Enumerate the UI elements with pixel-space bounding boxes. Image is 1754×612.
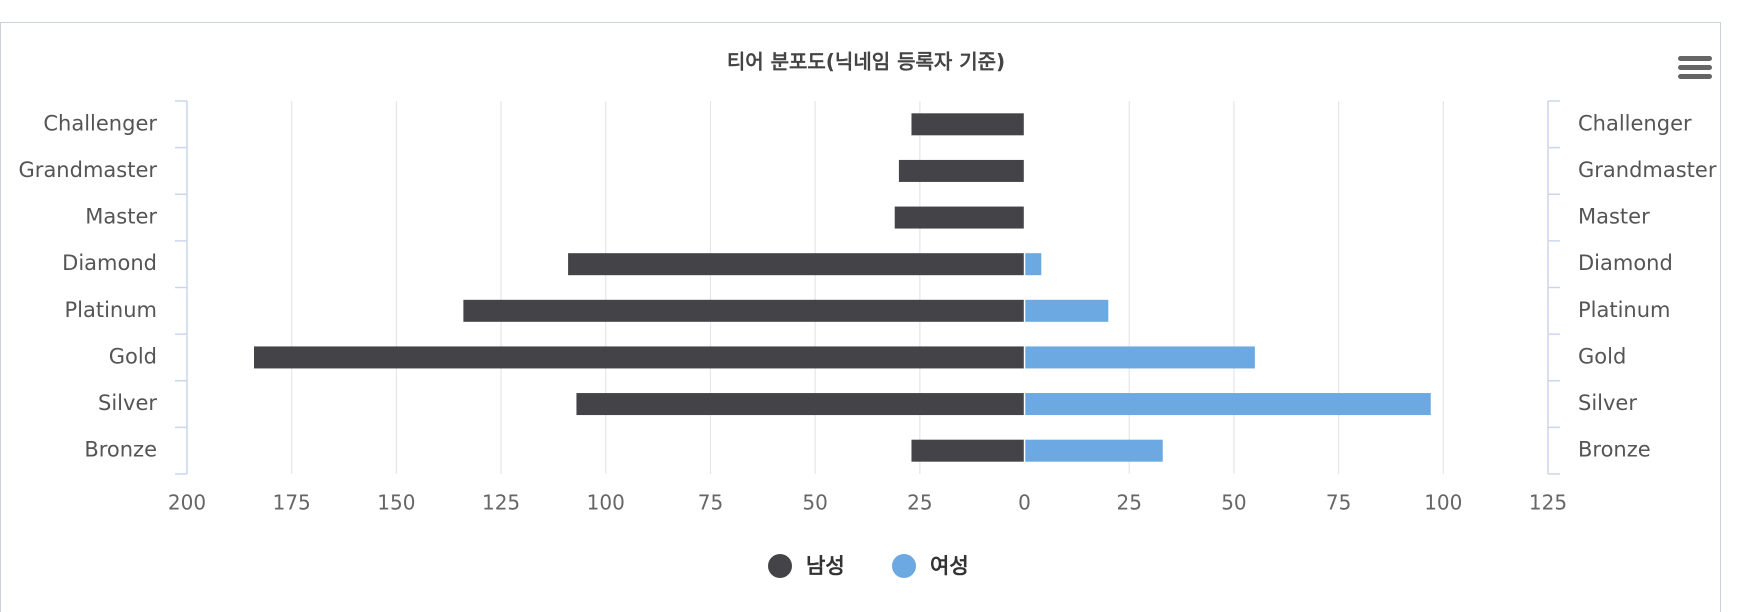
y2-tick-label: Silver <box>1578 391 1637 415</box>
y-tick-label: Challenger <box>43 111 157 135</box>
y-tick-label: Diamond <box>62 251 157 275</box>
x-tick-label: 100 <box>1424 491 1462 515</box>
x-tick-label: 200 <box>168 491 206 515</box>
y-tick-label: Gold <box>109 344 157 368</box>
legend-label[interactable]: 남성 <box>806 554 845 578</box>
menu-bar[interactable] <box>1678 56 1712 61</box>
bar <box>911 439 1025 462</box>
bar <box>1024 393 1431 416</box>
bar <box>576 393 1025 416</box>
bar <box>568 253 1025 276</box>
chart-title: 티어 분포도(닉네임 등록자 기준) <box>727 50 1005 74</box>
x-tick-label: 0 <box>1018 491 1031 515</box>
x-tick-label: 175 <box>273 491 311 515</box>
y2-tick-label: Platinum <box>1578 298 1671 322</box>
x-tick-label: 75 <box>698 491 723 515</box>
x-tick-label: 125 <box>1529 491 1567 515</box>
y2-tick-label: Gold <box>1578 344 1626 368</box>
y2-tick-label: Bronze <box>1578 438 1651 462</box>
bar <box>254 346 1025 369</box>
legend-item[interactable]: 여성 <box>892 554 969 578</box>
y2-tick-label: Diamond <box>1578 251 1673 275</box>
x-tick-label: 75 <box>1326 491 1351 515</box>
x-tick-label: 50 <box>802 491 827 515</box>
y2-tick-label: Challenger <box>1578 111 1692 135</box>
menu-bar[interactable] <box>1678 74 1712 79</box>
y2-tick-label: Grandmaster <box>1578 158 1717 182</box>
x-tick-label: 25 <box>1117 491 1142 515</box>
x-tick-label: 25 <box>907 491 932 515</box>
y-tick-label: Platinum <box>64 298 157 322</box>
bar <box>1024 439 1163 462</box>
bar <box>463 299 1025 322</box>
menu-button[interactable] <box>1678 56 1712 79</box>
y-tick-label: Grandmaster <box>19 158 158 182</box>
x-tick-label: 50 <box>1221 491 1246 515</box>
y-tick-label: Bronze <box>84 438 157 462</box>
bar <box>1024 346 1255 369</box>
legend-item[interactable]: 남성 <box>768 554 845 578</box>
bar <box>1024 299 1109 322</box>
bar <box>1024 253 1042 276</box>
y2-tick-label: Master <box>1578 205 1650 229</box>
x-tick-label: 100 <box>587 491 625 515</box>
legend-swatch[interactable] <box>768 554 792 578</box>
menu-bar[interactable] <box>1678 65 1712 70</box>
bar <box>898 159 1025 182</box>
x-tick-label: 150 <box>377 491 415 515</box>
x-tick-label: 125 <box>482 491 520 515</box>
y-tick-label: Master <box>85 205 157 229</box>
y-tick-label: Silver <box>98 391 157 415</box>
bar <box>894 206 1025 229</box>
bar <box>911 113 1025 136</box>
legend-swatch[interactable] <box>892 554 916 578</box>
legend-label[interactable]: 여성 <box>930 554 969 578</box>
